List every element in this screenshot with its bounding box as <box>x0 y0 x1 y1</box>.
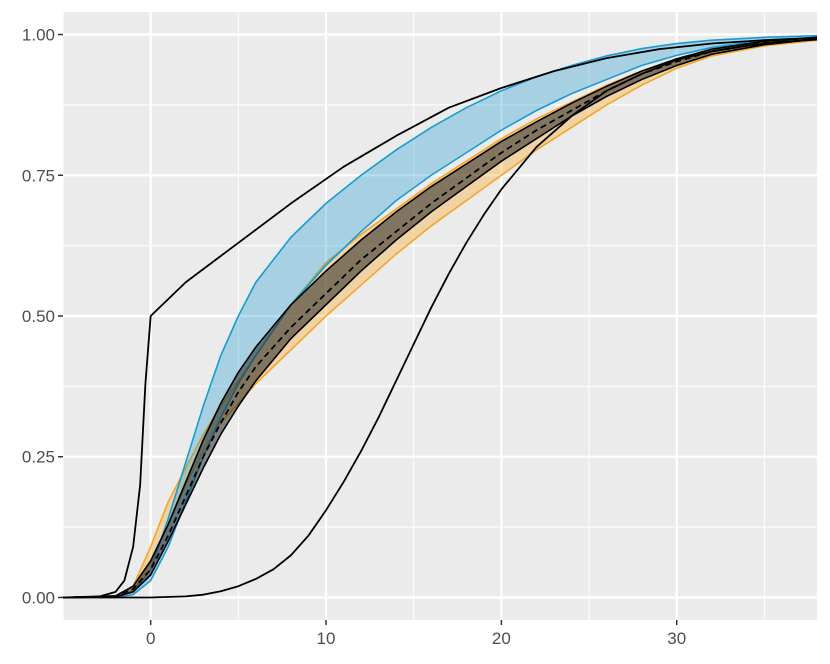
x-tick-label: 20 <box>492 629 511 648</box>
x-tick-label: 30 <box>667 629 686 648</box>
y-tick-label: 0.25 <box>22 448 55 467</box>
y-tick-label: 0.00 <box>22 588 55 607</box>
y-tick-label: 0.50 <box>22 307 55 326</box>
band-gray_band-upper-line <box>62 36 818 599</box>
band-blue-lower-line <box>63 36 818 599</box>
band-blue <box>63 35 817 598</box>
series-line-3 <box>62 37 818 599</box>
cdf-lines <box>62 37 818 599</box>
y-tick-label: 1.00 <box>22 26 55 45</box>
x-tick-label: 10 <box>317 629 336 648</box>
x-tick-label: 0 <box>146 629 155 648</box>
band-gray_band-lower-line <box>62 38 818 599</box>
series-line-1 <box>62 37 818 599</box>
y-tick-label: 0.75 <box>22 166 55 185</box>
band-blue-upper-line <box>62 34 818 599</box>
axes: 0.00 0.25 0.50 0.75 1.00 0 10 20 30 <box>22 26 686 648</box>
confidence-bands <box>62 34 818 599</box>
